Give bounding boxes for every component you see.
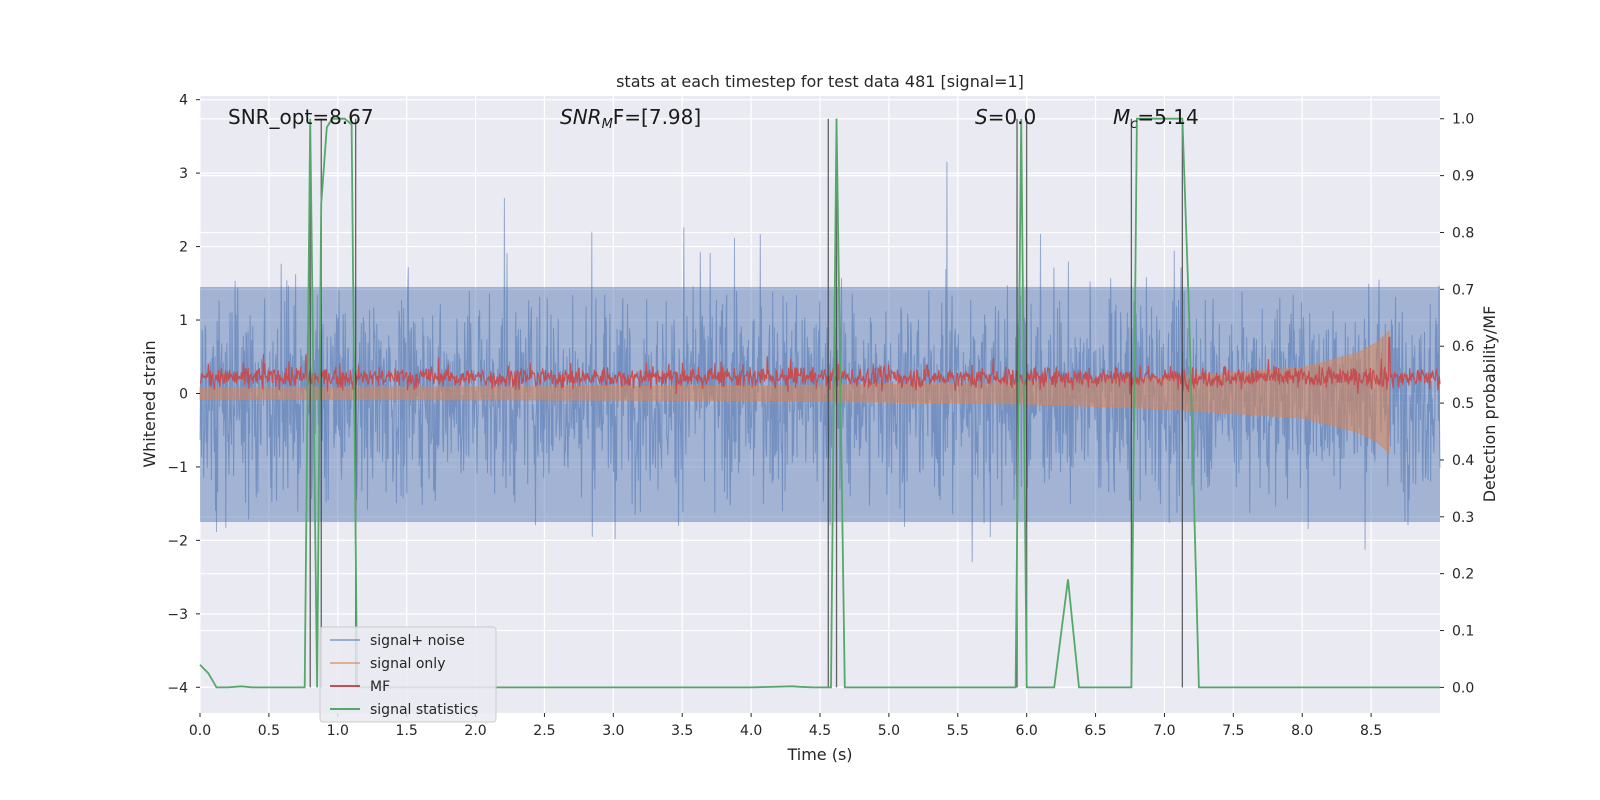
y-axis-left: −4 −3 −2 −1 0 1 2 3 4 xyxy=(167,93,200,696)
y-tick-label: −3 xyxy=(167,607,188,623)
y2-tick-label: 1.0 xyxy=(1452,112,1474,128)
series-signal-only xyxy=(199,329,1390,454)
signal-statistics-line xyxy=(199,117,1440,689)
signal-only-envelope xyxy=(199,329,1390,454)
x-tick-label: 7.0 xyxy=(1153,723,1175,739)
x-tick-label: 4.0 xyxy=(740,723,762,739)
y2-tick-label: 0.7 xyxy=(1452,282,1474,298)
y2-tick-label: 0.2 xyxy=(1452,567,1474,583)
x-tick-label: 5.0 xyxy=(878,723,900,739)
series-signal-statistics xyxy=(199,117,1440,689)
legend-box xyxy=(319,626,497,723)
legend: signal+ noise signal only MF signal stat… xyxy=(319,626,497,723)
series-mf xyxy=(199,337,1441,395)
x-tick-label: 3.5 xyxy=(671,723,693,739)
y2-tick-label: 0.0 xyxy=(1452,680,1474,696)
x-tick-label: 8.5 xyxy=(1360,723,1382,739)
y-tick-label: −4 xyxy=(167,680,188,696)
x-tick-label: 6.5 xyxy=(1084,723,1106,739)
x-tick-label: 7.5 xyxy=(1222,723,1244,739)
y-tick-label: 3 xyxy=(179,166,188,182)
y-axis-title: Whitened strain xyxy=(140,340,159,467)
annotation-s-stat: S=0.0 xyxy=(975,105,1036,129)
detection-vlines xyxy=(309,118,1184,688)
y2-tick-label: 0.1 xyxy=(1452,624,1474,640)
y2-tick-label: 0.3 xyxy=(1452,510,1474,526)
y2-tick-label: 0.5 xyxy=(1452,396,1474,412)
mf-line xyxy=(199,337,1441,395)
x-tick-label: 6.0 xyxy=(1016,723,1038,739)
legend-label-signal-statistics: signal statistics xyxy=(370,702,478,718)
annotation-mc: Mc=5.14 xyxy=(1113,105,1199,132)
x-axis: 0.0 0.5 1.0 1.5 2.0 2.5 3.0 3.5 4.0 4.5 5.0 5.5 6.0 6… xyxy=(189,713,1382,739)
x-tick-label: 3.0 xyxy=(602,723,624,739)
annotation-snr-mf: SNRMF=[7.98] xyxy=(560,105,701,132)
x-tick-label: 0.5 xyxy=(258,723,280,739)
x-axis-title: Time (s) xyxy=(786,745,852,764)
annotation-snr-opt: SNR_opt=8.67 xyxy=(228,105,374,129)
legend-label-signal-only: signal only xyxy=(370,656,445,672)
y-tick-label: 2 xyxy=(179,240,188,256)
y-tick-label: 1 xyxy=(179,313,188,329)
signal-noise-line xyxy=(199,161,1441,563)
x-tick-label: 1.0 xyxy=(327,723,349,739)
x-tick-label: 4.5 xyxy=(809,723,831,739)
y2-axis-title: Detection probability/MF xyxy=(1480,306,1499,503)
y-tick-label: −2 xyxy=(167,533,188,549)
y2-tick-label: 0.4 xyxy=(1452,453,1474,469)
x-tick-label: 5.5 xyxy=(947,723,969,739)
legend-label-mf: MF xyxy=(370,679,390,695)
x-tick-label: 8.0 xyxy=(1291,723,1313,739)
legend-label-signal-noise: signal+ noise xyxy=(370,633,465,649)
x-tick-label: 2.0 xyxy=(464,723,486,739)
y2-tick-label: 0.8 xyxy=(1452,225,1474,241)
y-tick-label: 0 xyxy=(179,386,188,402)
annotations: SNR_opt=8.67 SNRMF=[7.98] S=0.0 Mc=5.14 xyxy=(228,105,1199,132)
y2-tick-label: 0.9 xyxy=(1452,169,1474,185)
y-tick-label: 4 xyxy=(179,93,188,109)
x-tick-label: 2.5 xyxy=(533,723,555,739)
x-tick-label: 1.5 xyxy=(396,723,418,739)
x-tick-label: 0.0 xyxy=(189,723,211,739)
plot-title: stats at each timestep for test data 481… xyxy=(616,72,1024,91)
y2-tick-label: 0.6 xyxy=(1452,339,1474,355)
y-axis-right: 0.0 0.1 0.2 0.3 0.4 0.5 0.6 0.7 0.8 0.9 1.0 xyxy=(1440,112,1474,696)
y-tick-label: −1 xyxy=(167,460,188,476)
